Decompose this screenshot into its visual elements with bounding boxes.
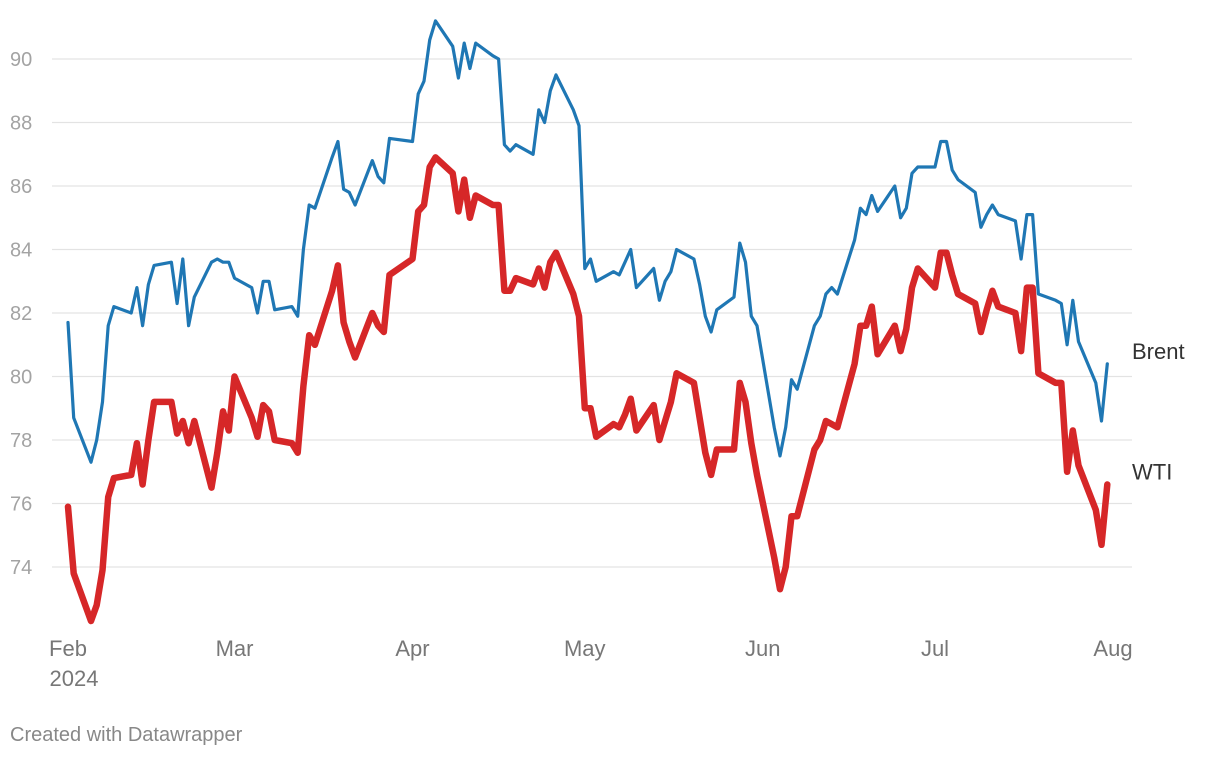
y-tick-label: 90 xyxy=(10,49,32,71)
y-tick-label: 80 xyxy=(10,367,32,389)
x-tick-label: Jun xyxy=(745,636,780,661)
x-tick-year-label: 2024 xyxy=(50,666,99,691)
brent-series-label: Brent xyxy=(1132,339,1185,364)
x-tick-label: Jul xyxy=(921,636,949,661)
y-tick-label: 86 xyxy=(10,176,32,198)
gridlines xyxy=(52,58,1132,568)
brent-series-line xyxy=(66,19,1109,464)
x-tick-label: Aug xyxy=(1093,636,1132,661)
x-axis-ticks: Feb 2024 Mar Apr May Jun Jul Aug xyxy=(49,636,1133,691)
series-lines xyxy=(64,19,1111,625)
y-tick-label: 88 xyxy=(10,113,32,135)
x-tick-label: Apr xyxy=(395,636,429,661)
y-tick-label: 78 xyxy=(10,430,32,452)
y-tick-label: 82 xyxy=(10,303,32,325)
x-tick-label: Mar xyxy=(216,636,254,661)
credit-text: Created with Datawrapper xyxy=(10,724,243,746)
y-axis-ticks: 74 76 78 80 82 84 86 88 90 xyxy=(10,49,32,579)
series-labels: Brent WTI xyxy=(1132,339,1185,485)
x-tick-label: May xyxy=(564,636,606,661)
y-tick-label: 74 xyxy=(10,557,32,579)
y-tick-label: 84 xyxy=(10,240,32,262)
x-tick-label: Feb xyxy=(49,636,87,661)
wti-series-line xyxy=(64,154,1111,625)
wti-series-label: WTI xyxy=(1132,459,1172,484)
y-tick-label: 76 xyxy=(10,494,32,516)
